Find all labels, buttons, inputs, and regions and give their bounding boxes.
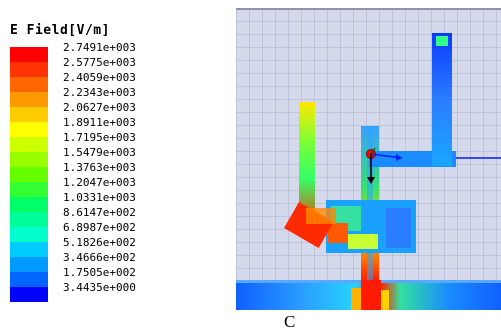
legend-swatch [10, 227, 48, 242]
legend-value-label: 5.1826e+002 [63, 236, 136, 249]
legend-swatch [10, 167, 48, 182]
field-plot-viewport[interactable] [236, 8, 501, 310]
legend-value-label: 1.7505e+002 [63, 266, 136, 279]
legend-value-label: 1.2047e+003 [63, 176, 136, 189]
legend-value-label: 1.7195e+003 [63, 131, 136, 144]
legend-swatch [10, 272, 48, 287]
legend-value-label: 1.5479e+003 [63, 146, 136, 159]
right-arm [432, 33, 452, 166]
field-plot-svg [236, 8, 501, 310]
legend-swatch [10, 152, 48, 167]
color-scale-bar [10, 47, 48, 302]
legend-value-label: 6.8987e+002 [63, 221, 136, 234]
legend-value-label: 2.4059e+003 [63, 71, 136, 84]
legend-value-label: 1.8911e+003 [63, 116, 136, 129]
legend-swatch [10, 107, 48, 122]
legend-value-label: 2.7491e+003 [63, 41, 136, 54]
legend-swatch [10, 197, 48, 212]
legend-swatch [10, 182, 48, 197]
legend-value-label: 1.0331e+003 [63, 191, 136, 204]
legend-swatch [10, 137, 48, 152]
legend-value-label: 2.2343e+003 [63, 86, 136, 99]
legend-swatch [10, 242, 48, 257]
legend-swatch [10, 122, 48, 137]
color-scale-labels: 2.7491e+003 2.5775e+003 2.4059e+003 2.2343e… [63, 40, 136, 295]
legend-value-label: 8.6147e+002 [63, 206, 136, 219]
legend-swatch [10, 287, 48, 302]
legend-swatch [10, 47, 48, 62]
legend-value-label: 3.4666e+002 [63, 251, 136, 264]
legend-value-label: 2.5775e+003 [63, 56, 136, 69]
legend-value-label: 3.4435e+000 [63, 281, 136, 294]
legend-swatch [10, 92, 48, 107]
legend-value-label: 2.0627e+003 [63, 101, 136, 114]
legend-swatch [10, 62, 48, 77]
legend-swatch [10, 257, 48, 272]
legend-swatch [10, 77, 48, 92]
left-arm [299, 102, 315, 230]
legend-title: E Field[V/m] [10, 23, 110, 38]
figure-caption: C [284, 312, 296, 331]
legend-swatch [10, 212, 48, 227]
legend-value-label: 1.3763e+003 [63, 161, 136, 174]
